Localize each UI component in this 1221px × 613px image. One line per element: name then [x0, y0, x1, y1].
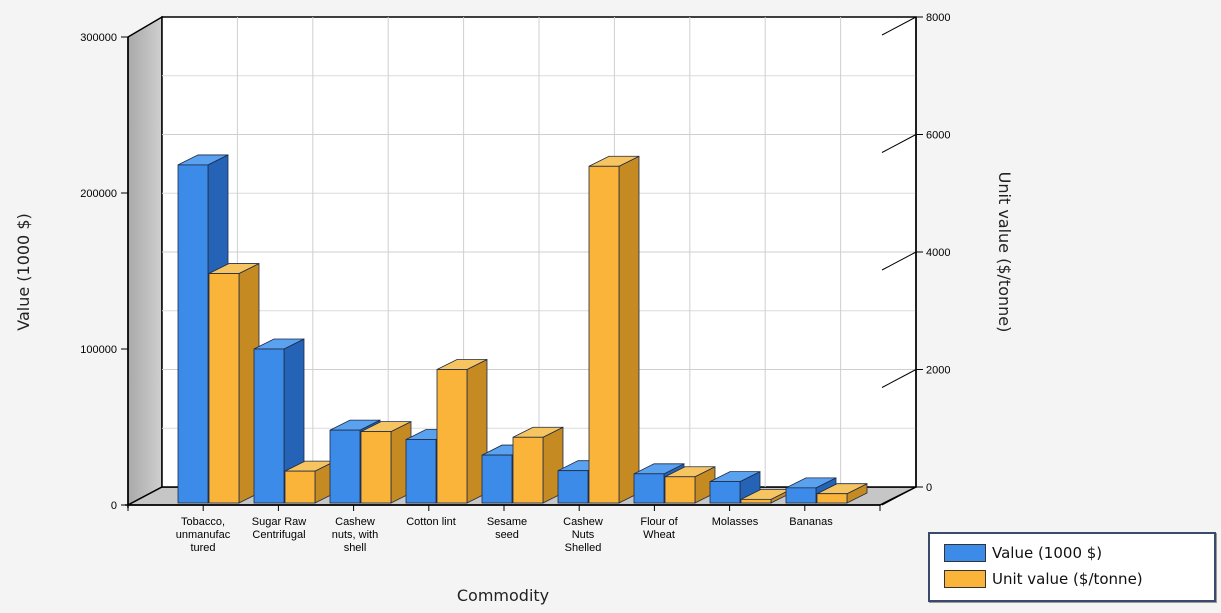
bar-value-front	[557, 470, 589, 504]
right-tick-label: 6000	[926, 130, 950, 142]
bar-unit-value	[588, 155, 640, 504]
right-tick-diagonal	[881, 369, 917, 388]
bar-unit-value-front	[208, 273, 240, 504]
bar-unit-value	[816, 483, 868, 504]
category-label: Cotton lint	[406, 516, 456, 528]
bar-value-front	[633, 473, 665, 504]
bar-unit-value	[740, 488, 792, 504]
legend-label-unit-value: Unit value ($/tonne)	[992, 570, 1143, 588]
bar-unit-value-front	[740, 498, 772, 504]
left-tick-label: 300000	[80, 32, 117, 44]
category-label: Cashew Nuts Shelled	[563, 516, 603, 554]
category-label-line: Flour of	[640, 516, 678, 528]
category-label-line: Cashew	[563, 516, 603, 528]
bar-unit-value	[208, 262, 260, 504]
right-tick-diagonal	[881, 134, 917, 153]
bar-unit-value	[360, 420, 412, 504]
left-tick-label: 0	[111, 500, 117, 512]
category-label: Flour of Wheat	[640, 516, 678, 541]
bar-value-front	[785, 487, 817, 504]
bar-value-front	[405, 439, 437, 504]
category-label-line: Centrifugal	[252, 529, 305, 541]
category-label-line: Sugar Raw	[252, 516, 306, 528]
bar-unit-value-front	[360, 431, 392, 504]
legend-item-value: Value (1000 $)	[944, 542, 1102, 564]
category-label-line: Cotton lint	[406, 516, 456, 528]
left-tick-label: 200000	[80, 188, 117, 200]
bar-unit-value	[512, 426, 564, 504]
bar-unit-value-front	[284, 470, 316, 504]
category-label: Sesame seed	[487, 516, 527, 541]
category-label: Bananas	[789, 516, 833, 528]
legend-swatch-value	[944, 544, 986, 562]
bar-value-front	[253, 348, 285, 504]
right-tick-label: 0	[926, 482, 932, 494]
x-axis-title: Commodity	[457, 586, 549, 605]
category-label: Sugar Raw Centrifugal	[252, 516, 306, 541]
category-label-line: seed	[495, 529, 519, 541]
category-label-line: unmanufac	[176, 529, 231, 541]
bar-value-front	[709, 481, 741, 504]
legend: Value (1000 $) Unit value ($/tonne)	[928, 532, 1216, 602]
category-label-line: Cashew	[335, 516, 375, 528]
bars	[177, 154, 868, 504]
category-label-line: Molasses	[712, 516, 759, 528]
y-axis-title: Value (1000 $)	[14, 213, 33, 331]
bar-unit-value-front	[588, 165, 620, 504]
bar-unit-value	[284, 460, 336, 504]
legend-label-value: Value (1000 $)	[992, 544, 1103, 562]
category-label-line: tured	[190, 542, 215, 554]
bar-unit-value	[436, 358, 488, 504]
category-label-line: Nuts	[572, 529, 595, 541]
category-label-line: Sesame	[487, 516, 527, 528]
category-label-line: Shelled	[565, 542, 602, 554]
y2-axis-title: Unit value ($/tonne)	[995, 172, 1014, 333]
right-tick-label: 8000	[926, 12, 950, 24]
category-label: Cashew nuts, with shell	[332, 516, 378, 554]
bar-unit-value-front	[512, 436, 544, 504]
legend-item-unit-value: Unit value ($/tonne)	[944, 568, 1143, 590]
bar-value-front	[177, 164, 209, 504]
right-axis-ticks: 8000 6000 4000 2000 0	[881, 12, 950, 506]
right-tick-label: 4000	[926, 247, 950, 259]
bar-unit-value-front	[436, 369, 468, 504]
legend-swatch-unit-value	[944, 570, 986, 588]
category-label-line: shell	[344, 542, 367, 554]
category-label: Molasses	[712, 516, 759, 528]
right-tick-diagonal	[881, 251, 917, 271]
category-label-line: nuts, with	[332, 529, 378, 541]
right-tick-diagonal	[881, 16, 917, 36]
bar-value	[253, 338, 305, 504]
category-label: Tobacco, unmanufac tured	[176, 516, 231, 554]
category-label-line: Bananas	[789, 516, 833, 528]
left-tick-label: 100000	[80, 344, 117, 356]
bar-unit-value-front	[664, 476, 696, 504]
left-axis-ticks: 300000 200000 100000 0	[80, 32, 128, 512]
bar-unit-value-side	[618, 155, 640, 504]
category-label-line: Wheat	[643, 529, 675, 541]
right-tick-label: 2000	[926, 365, 950, 377]
bar-value-front	[481, 454, 513, 504]
category-labels: Tobacco, unmanufac tured Sugar Raw Centrifug…	[127, 505, 881, 554]
bar-unit-value-front	[816, 493, 848, 504]
left-wall	[127, 15, 163, 507]
right-tick-diagonal	[881, 486, 917, 506]
bar-value-front	[329, 429, 361, 504]
category-label-line: Tobacco,	[181, 516, 225, 528]
